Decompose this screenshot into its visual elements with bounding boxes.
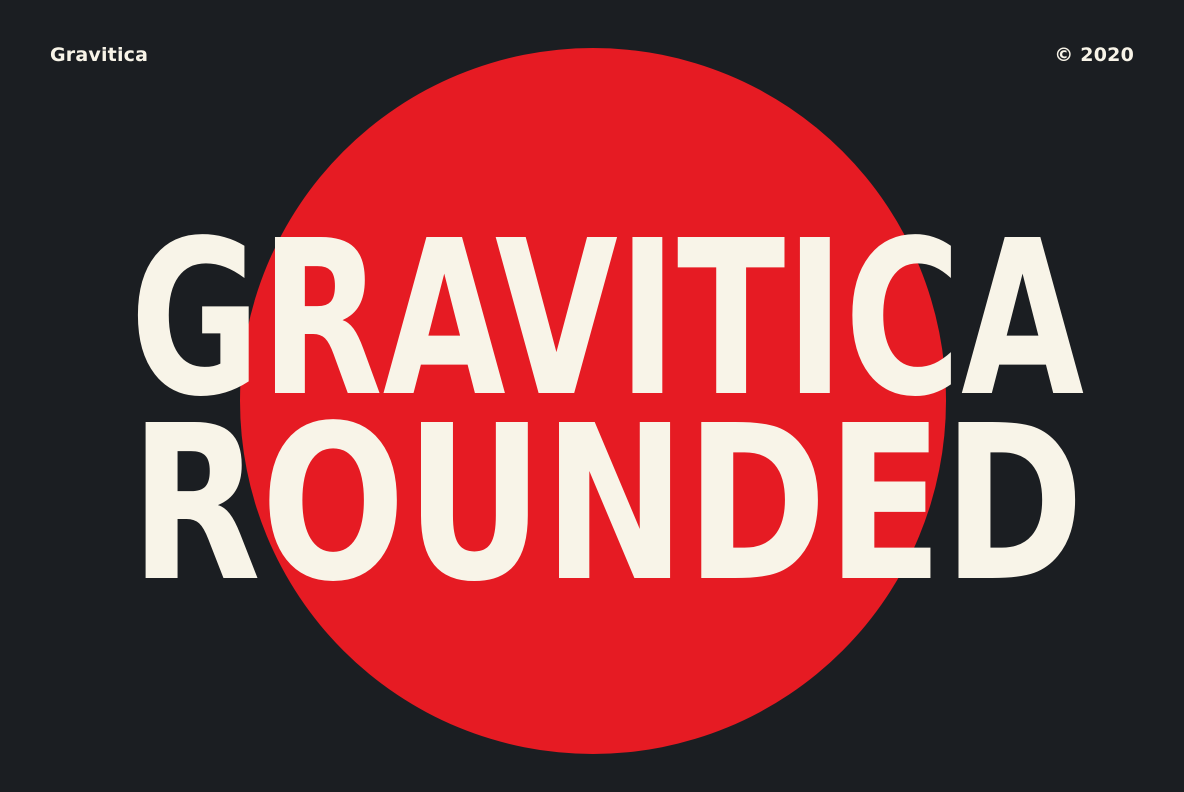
brand-label: Gravitica <box>50 44 149 66</box>
headline-line-2: ROUNDED <box>130 380 1084 629</box>
copyright-label: © 2020 <box>1054 44 1134 66</box>
headline-line-1: GRAVITICA <box>130 195 1084 444</box>
red-circle <box>240 48 946 754</box>
